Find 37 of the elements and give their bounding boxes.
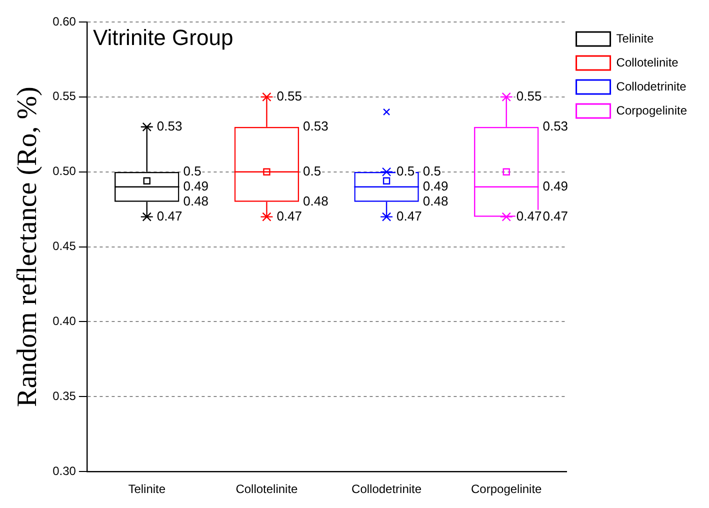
x-tick-label: Collodetrinite	[352, 482, 422, 496]
y-tick-label: 0.60	[52, 14, 76, 28]
annotation: 0.55	[516, 88, 542, 104]
annotation: 0.47	[156, 208, 182, 224]
y-tick-label: 0.55	[52, 89, 76, 104]
y-tick-label: 0.45	[52, 239, 76, 254]
x-tick-label: Corpogelinite	[471, 482, 542, 496]
legend-label: Collotelinite	[616, 55, 679, 70]
annotation: 0.5	[303, 163, 322, 178]
y-tick-label: 0.40	[52, 314, 76, 328]
legend-label: Collodetrinite	[616, 79, 687, 94]
annotation: 0.49	[542, 178, 568, 194]
annotation: 0.48	[183, 193, 209, 208]
annotation: 0.53	[303, 118, 328, 134]
annotation: 0.5	[422, 163, 441, 178]
y-tick-label: 0.35	[52, 388, 76, 403]
annotation: 0.48	[303, 193, 328, 208]
y-axis-title: Random reflectance (Ro, %)	[12, 86, 44, 407]
annotation: 0.47	[516, 208, 542, 224]
y-tick-label: 0.30	[52, 464, 76, 478]
annotation: 0.5	[396, 163, 415, 178]
annotation: 0.47	[396, 208, 422, 224]
legend-label: Corpogelinite	[616, 103, 688, 118]
annotation: 0.55	[276, 88, 302, 104]
annotation: 0.53	[542, 118, 568, 134]
x-tick-label: Collotelinite	[236, 482, 298, 496]
y-tick-label: 0.50	[52, 164, 76, 178]
annotation: 0.47	[276, 208, 302, 224]
annotation: 0.49	[183, 178, 209, 194]
annotation: 0.48	[422, 193, 448, 208]
chart-title: Vitrinite Group	[92, 25, 234, 50]
annotation: 0.53	[156, 118, 182, 134]
legend-label: Telinite	[616, 31, 654, 46]
annotation: 0.47	[542, 208, 568, 224]
x-tick-label: Telinite	[128, 482, 166, 496]
annotation: 0.5	[183, 163, 202, 178]
annotation: 0.49	[422, 178, 448, 194]
